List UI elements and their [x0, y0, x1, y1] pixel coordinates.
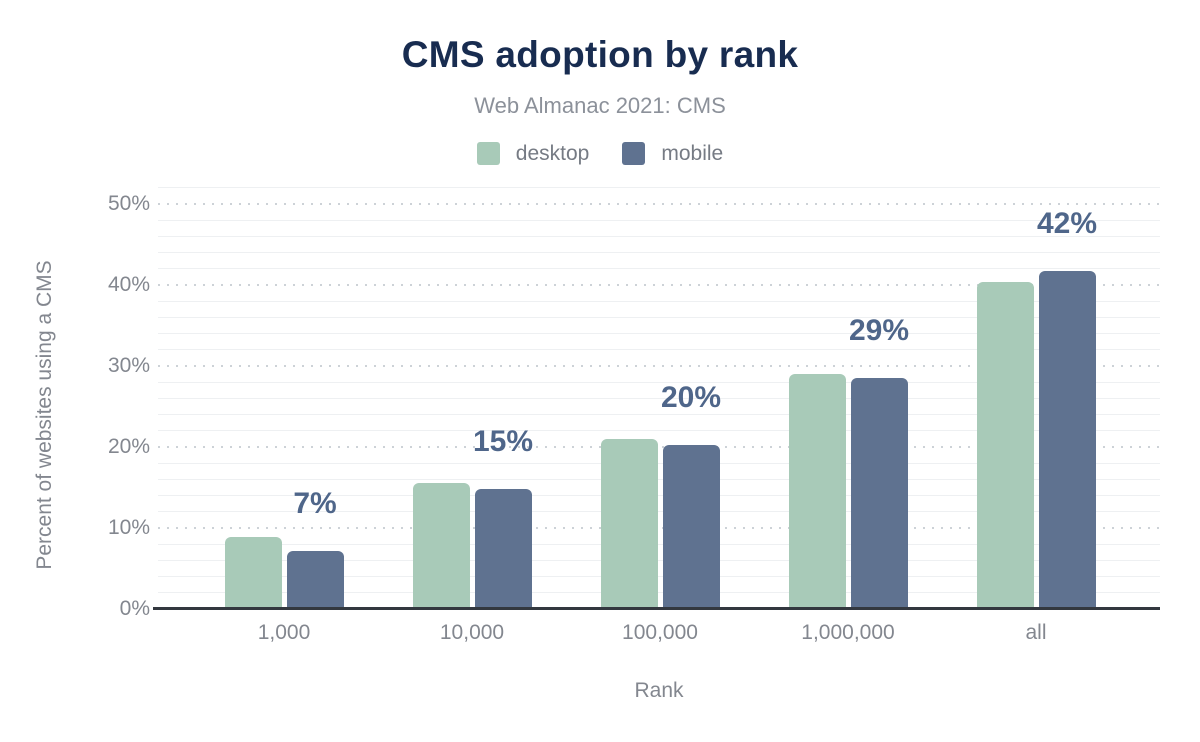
y-tick-label-50: 50% [107, 192, 150, 215]
value-label-1,000: 7% [293, 486, 337, 520]
x-tick-label-1,000,000: 1,000,000 [801, 621, 895, 644]
gridline-minor [158, 333, 1160, 335]
y-tick-label-0: 0% [119, 597, 150, 620]
bar-mobile-1,000[interactable] [286, 550, 344, 609]
gridline-minor [158, 559, 1160, 561]
gridline-minor [158, 478, 1160, 480]
legend: desktop mobile [0, 142, 1200, 165]
gridline-minor [158, 235, 1160, 237]
legend-swatch-desktop [476, 142, 500, 165]
gridline-minor [158, 462, 1160, 464]
gridline-minor [158, 430, 1160, 432]
legend-label-desktop: desktop [515, 142, 590, 165]
gridline-minor [158, 414, 1160, 416]
gridline-major [158, 284, 1160, 286]
gridline-major [158, 365, 1160, 367]
y-tick-label-10: 10% [107, 516, 150, 539]
gridline-minor [158, 300, 1160, 302]
bar-desktop-100,000[interactable] [600, 438, 658, 609]
gridline-major [158, 203, 1160, 205]
gridline-minor [158, 397, 1160, 399]
bar-mobile-all[interactable] [1038, 271, 1096, 609]
y-tick-label-20: 20% [107, 435, 150, 458]
legend-swatch-mobile [622, 142, 646, 165]
gridline-minor [158, 381, 1160, 383]
x-tick-label-1,000: 1,000 [257, 621, 311, 644]
gridline-minor [158, 349, 1160, 351]
gridline-minor [158, 495, 1160, 497]
bar-mobile-1,000,000[interactable] [850, 378, 908, 609]
legend-label-mobile: mobile [661, 142, 724, 165]
bar-desktop-1,000,000[interactable] [788, 374, 846, 609]
x-tick-label-all: all [1025, 621, 1047, 644]
gridline-minor [158, 219, 1160, 221]
gridline-minor [158, 268, 1160, 270]
gridline-minor [158, 543, 1160, 545]
chart-subtitle: Web Almanac 2021: CMS [474, 93, 726, 118]
y-tick-label-30: 30% [107, 354, 150, 377]
x-tick-label-100,000: 100,000 [622, 621, 698, 644]
legend-item-desktop: desktop [476, 142, 590, 165]
gridline-major [158, 446, 1160, 448]
value-label-100,000: 20% [660, 380, 722, 414]
value-label-all: 42% [1036, 207, 1098, 241]
gridline-minor [158, 187, 1160, 189]
legend-item-mobile: mobile [622, 142, 723, 165]
bar-desktop-1,000[interactable] [224, 536, 282, 609]
x-axis-title: Rank [634, 679, 684, 702]
chart-title: CMS adoption by rank [401, 34, 799, 75]
bar-mobile-10,000[interactable] [474, 489, 532, 609]
gridline-minor [158, 576, 1160, 578]
gridline-major [158, 527, 1160, 529]
gridline-minor [158, 252, 1160, 254]
value-label-10,000: 15% [472, 425, 534, 459]
plot-area: 7% 15% 20% 29% 42% [153, 187, 1160, 610]
bar-desktop-all[interactable] [976, 281, 1034, 609]
y-tick-label-40: 40% [107, 273, 150, 296]
bar-mobile-100,000[interactable] [662, 444, 720, 609]
gridline-minor [158, 511, 1160, 513]
gridline-minor [158, 316, 1160, 318]
value-label-1,000,000: 29% [848, 314, 910, 348]
x-tick-label-10,000: 10,000 [439, 621, 505, 644]
bar-desktop-10,000[interactable] [412, 482, 470, 609]
x-axis-line [153, 607, 1160, 610]
gridline-minor [158, 592, 1160, 594]
